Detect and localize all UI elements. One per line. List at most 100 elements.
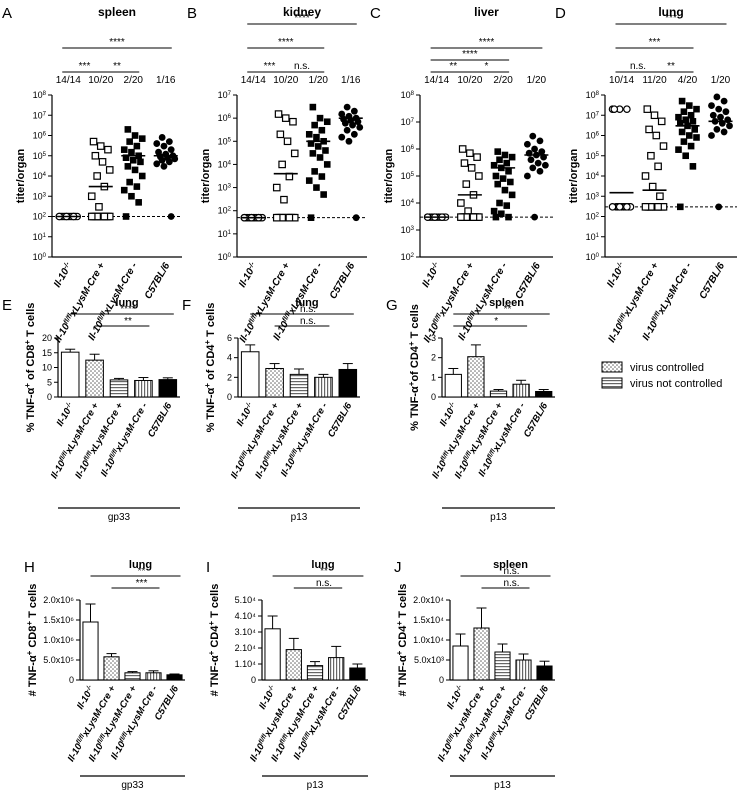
significance-label: **: [113, 61, 121, 72]
category-label-superscript: -/-: [62, 260, 72, 270]
data-point: [343, 103, 351, 111]
data-point: [708, 132, 715, 139]
category-label-superscript: fl/fl: [278, 733, 289, 745]
tick-exponent: 4: [411, 199, 415, 205]
data-point: [167, 213, 175, 220]
y-tick-label: 1.5x10⁶: [43, 615, 74, 625]
data-point: [349, 121, 356, 129]
data-point: [529, 132, 537, 140]
category-label-superscript: -/-: [266, 683, 276, 693]
category-label: Il-10-/-: [605, 260, 629, 289]
ylabel-part: CD4: [209, 625, 221, 651]
y-axis-label: titer/organ: [568, 149, 580, 204]
tick-exponent: 6: [411, 145, 415, 151]
tick-base: 10: [401, 252, 411, 262]
group-label: p13: [307, 780, 324, 791]
data-point: [498, 210, 505, 218]
significance-label: **: [320, 566, 328, 577]
y-tick-label: 103: [218, 183, 232, 193]
category-label-part: Il-10: [279, 456, 298, 479]
data-point: [89, 137, 98, 146]
data-point: [536, 137, 544, 145]
y-tick-label: 106: [218, 113, 232, 123]
data-point: [648, 182, 657, 191]
data-point: [120, 186, 128, 194]
ylabel-part: T cells: [205, 303, 217, 340]
y-tick-label: 1.10⁴: [235, 659, 257, 669]
tick-base: 10: [33, 252, 43, 262]
ylabel-part: % TNF-α: [25, 388, 37, 433]
category-label-superscript: fl/fl: [439, 450, 450, 462]
bar: [452, 645, 469, 681]
ylabel-part: +: [203, 340, 212, 345]
ylabel-part: of CD4: [409, 345, 421, 381]
category-label-part: Il-10: [456, 319, 476, 342]
data-point: [541, 161, 549, 169]
data-point: [615, 203, 624, 211]
data-point: [322, 147, 329, 154]
tick-exponent: 1: [43, 233, 47, 239]
data-point: [309, 150, 317, 157]
count-label: 14/14: [424, 75, 449, 86]
tick-base: 10: [586, 252, 596, 262]
y-tick-label: 108: [33, 90, 47, 100]
group-label: p13: [490, 512, 507, 523]
data-point: [160, 162, 168, 170]
panel-title: liver: [474, 5, 499, 19]
data-point: [98, 158, 107, 166]
panel-letter: E: [2, 297, 12, 314]
category-label-part: Il-10: [238, 321, 258, 344]
category-label: C57BL/6: [698, 261, 728, 302]
tick-base: 10: [218, 113, 228, 123]
tick-exponent: 5: [411, 172, 415, 178]
bar: [467, 356, 485, 398]
ylabel-part: % TNF-α: [205, 388, 217, 433]
category-label-part: Il-10: [86, 319, 106, 342]
data-point: [469, 213, 478, 221]
y-tick-label: 103: [586, 191, 600, 201]
y-tick-label: 101: [218, 229, 232, 239]
data-point: [523, 172, 531, 180]
data-point: [457, 199, 465, 207]
count-label: 10/20: [88, 75, 113, 86]
data-point: [93, 172, 101, 180]
bar: [515, 659, 532, 681]
y-axis-label: titer/organ: [383, 149, 395, 204]
ylabel-part: +: [407, 381, 416, 386]
significance-label: **: [124, 316, 132, 327]
tick-exponent: 8: [43, 91, 47, 97]
group-label: gp33: [108, 512, 131, 523]
data-point: [314, 143, 322, 150]
legend: virus controlled virus not controlled: [601, 361, 722, 390]
category-label-superscript: -/-: [84, 683, 94, 693]
y-tick-label: 15: [42, 348, 52, 358]
tick-base: 10: [586, 131, 596, 141]
panel-letter: H: [24, 559, 35, 576]
y-tick-label: 2.10⁴: [235, 643, 257, 653]
data-point: [289, 117, 297, 126]
data-point: [534, 159, 542, 167]
data-point: [96, 142, 105, 150]
data-point: [499, 175, 507, 182]
data-point: [687, 142, 695, 150]
ylabel-part: +: [25, 621, 34, 626]
tick-exponent: 4: [596, 172, 600, 178]
data-point: [311, 168, 318, 175]
data-point: [352, 214, 360, 222]
category-label-part: Il-10: [257, 689, 276, 712]
category-label-superscript: fl/fl: [650, 309, 662, 323]
category-label-part: Il-10: [248, 741, 267, 764]
data-point: [608, 203, 617, 211]
category-label-part: Il-10: [229, 458, 248, 481]
panel-title: spleen: [489, 297, 524, 309]
y-axis-label: # TNF-α+ CD4+ T cells: [395, 584, 410, 697]
data-point: [709, 111, 717, 119]
data-point: [492, 213, 500, 221]
data-point: [320, 191, 327, 198]
bar: [60, 351, 80, 398]
category-label-part: Il-10: [66, 741, 85, 764]
bar: [535, 390, 553, 398]
category-label-superscript: fl/fl: [247, 312, 259, 326]
